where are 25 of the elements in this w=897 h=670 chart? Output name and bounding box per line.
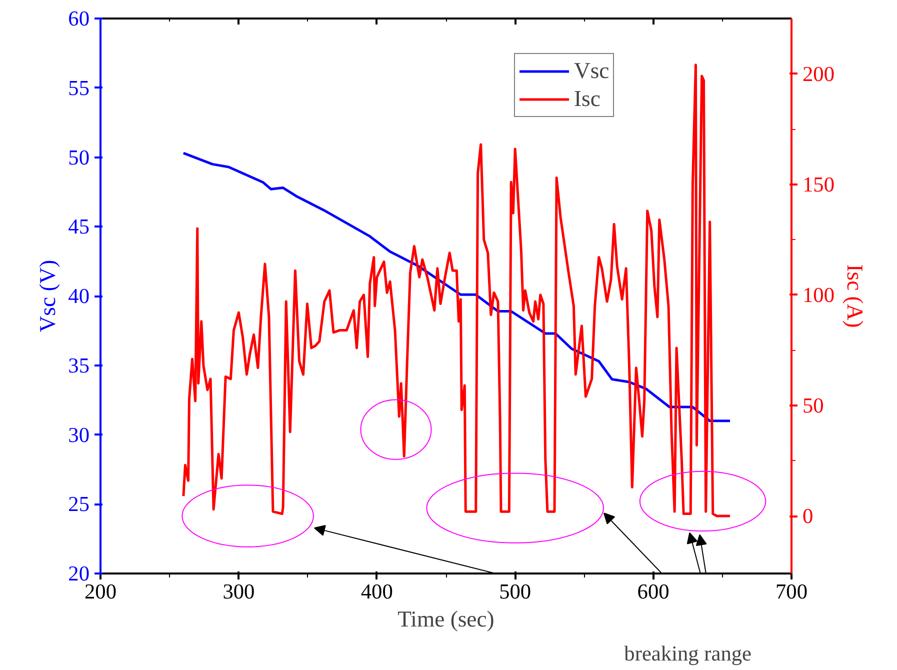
y2-axis-title: Isc (A): [842, 264, 868, 328]
y-tick-label: 50: [68, 145, 90, 170]
legend-label: Vsc: [574, 58, 610, 84]
y2-tick-label: 0: [802, 504, 814, 528]
x-tick-label: 500: [499, 580, 532, 604]
x-tick-label: 600: [637, 580, 670, 604]
y-axis-title: Vsc (V): [35, 260, 60, 332]
x-tick-label: 700: [776, 580, 808, 604]
y-tick-label: 45: [68, 214, 90, 239]
y-tick-label: 55: [68, 76, 90, 100]
y2-tick-label: 150: [802, 172, 834, 196]
line-series: [182, 64, 732, 518]
x-tick-label: 300: [222, 580, 255, 604]
x-axis-title: Time (sec): [398, 606, 494, 632]
y2-tick-label: 50: [802, 393, 824, 418]
y2-tick-label: 200: [802, 62, 834, 86]
y2-tick-label: 100: [802, 282, 834, 307]
text: breaking range: [624, 642, 752, 666]
legend-label: Isc: [574, 86, 600, 112]
y-tick-label: 35: [68, 353, 90, 378]
y-tick-label: 40: [68, 284, 90, 308]
y-tick-label: 30: [68, 422, 90, 447]
x-tick-label: 400: [360, 580, 393, 604]
y-tick-label: 25: [68, 492, 90, 516]
y-tick-label: 60: [68, 6, 90, 30]
